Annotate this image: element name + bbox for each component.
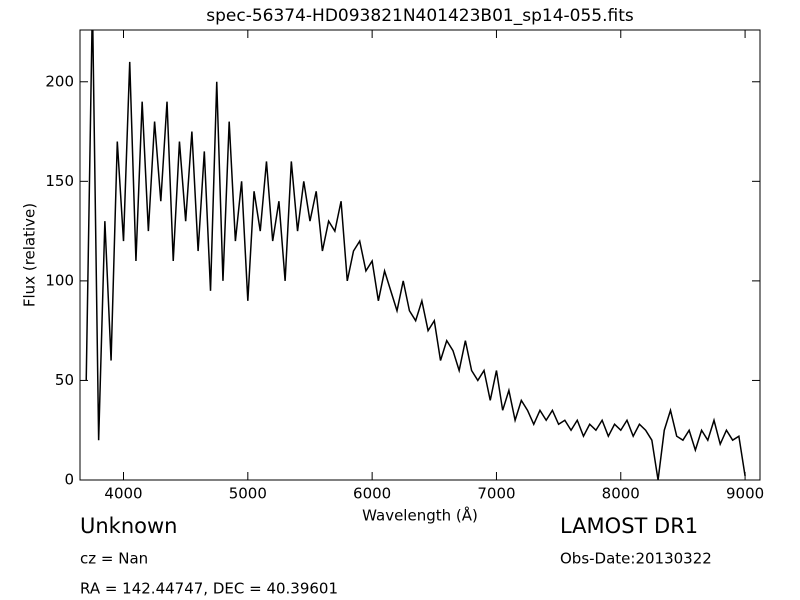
x-tick-label: 7000 — [477, 485, 515, 503]
x-tick-label: 8000 — [602, 485, 640, 503]
y-tick-label: 0 — [64, 471, 74, 489]
y-tick-label: 100 — [45, 271, 74, 289]
y-tick-label: 50 — [55, 371, 74, 389]
y-tick-label: 150 — [45, 172, 74, 190]
chart-title: spec-56374-HD093821N401423B01_sp14-055.f… — [206, 6, 634, 26]
plot-frame — [79, 29, 761, 481]
x-axis-label: Wavelength (Å) — [362, 506, 478, 525]
x-tick-label: 9000 — [726, 485, 764, 503]
x-tick-label: 6000 — [353, 485, 391, 503]
y-axis-label: Flux (relative) — [21, 203, 39, 307]
x-tick-label: 5000 — [229, 485, 267, 503]
survey: LAMOST DR1 — [560, 514, 698, 538]
y-tick-label: 200 — [45, 72, 74, 90]
obs-date: Obs-Date:20130322 — [560, 550, 712, 568]
spectrum-line — [85, 30, 746, 480]
x-tick-label: 4000 — [104, 485, 142, 503]
coordinates: RA = 142.44747, DEC = 40.39601 — [80, 580, 338, 598]
object-class: Unknown — [80, 514, 177, 538]
redshift: cz = Nan — [80, 550, 148, 568]
